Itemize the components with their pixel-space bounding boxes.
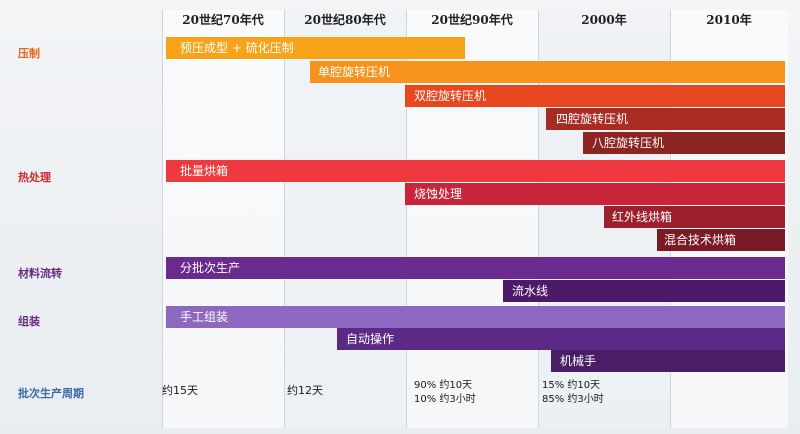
category-assembly: 组装: [18, 315, 40, 328]
bar-heat-hybrid-oven: [657, 229, 785, 251]
bar-press-single-cavity: [310, 61, 785, 83]
cycle-80s: 约12天: [287, 384, 323, 397]
bar-press-quad-cavity: [546, 108, 785, 130]
bar-press-quad-cavity-label: 四腔旋转压机: [556, 112, 629, 126]
category-batch-cycle: 批次生产周期: [18, 387, 84, 400]
bar-press-dual-cavity-label: 双腔旋转压机: [414, 89, 487, 103]
bar-assembly-manual: [166, 306, 785, 328]
divider: [538, 10, 539, 428]
bar-press-eight-cavity-label: 八腔旋转压机: [592, 136, 665, 150]
bar-heat-ablation-label: 烧蚀处理: [414, 187, 463, 201]
bar-press-preform: [166, 37, 465, 59]
column-70s: [162, 10, 284, 428]
bar-material-assembly-line: [503, 280, 785, 302]
bar-material-batch-production: [166, 257, 785, 279]
bar-material-batch-production-label: 分批次生产: [180, 261, 241, 275]
bar-heat-infrared-oven: [604, 206, 785, 228]
bar-press-single-cavity-label: 单腔旋转压机: [318, 65, 391, 79]
bar-heat-batch-oven: [166, 160, 785, 182]
divider: [406, 10, 407, 428]
divider: [284, 10, 285, 428]
bar-press-dual-cavity: [405, 85, 785, 107]
divider: [162, 10, 163, 428]
bar-heat-ablation: [405, 183, 785, 205]
bar-press-preform-label: 预压成型 + 硫化压制: [180, 41, 294, 55]
cycle-90s-line2: 10% 约3小时: [414, 394, 476, 405]
category-material-flow: 材料流转: [18, 267, 62, 280]
bar-heat-batch-oven-label: 批量烘箱: [180, 164, 229, 178]
header-2010: 2010年: [706, 13, 752, 27]
header-2000: 2000年: [581, 13, 627, 27]
cycle-90s-line1: 90% 约10天: [414, 380, 473, 391]
bar-assembly-automated-label: 自动操作: [346, 332, 395, 346]
header-80s: 20世纪80年代: [304, 13, 386, 27]
header-70s: 20世纪70年代: [182, 13, 264, 27]
bar-assembly-manual-label: 手工组装: [180, 310, 229, 324]
bar-press-eight-cavity: [583, 132, 785, 154]
bar-assembly-automated: [337, 328, 785, 350]
category-heat-treatment: 热处理: [18, 171, 51, 184]
cycle-2000-line1: 15% 约10天: [542, 380, 601, 391]
cycle-2000-line2: 85% 约3小时: [542, 394, 604, 405]
bar-heat-hybrid-oven-label: 混合技术烘箱: [664, 233, 737, 247]
category-press: 压制: [18, 47, 40, 60]
bar-heat-infrared-oven-label: 红外线烘箱: [612, 210, 673, 224]
bar-assembly-robot-label: 机械手: [560, 354, 597, 368]
cycle-70s: 约15天: [162, 384, 198, 397]
header-90s: 20世纪90年代: [431, 13, 513, 27]
bar-assembly-robot: [551, 350, 785, 372]
bar-material-assembly-line-label: 流水线: [512, 284, 549, 298]
